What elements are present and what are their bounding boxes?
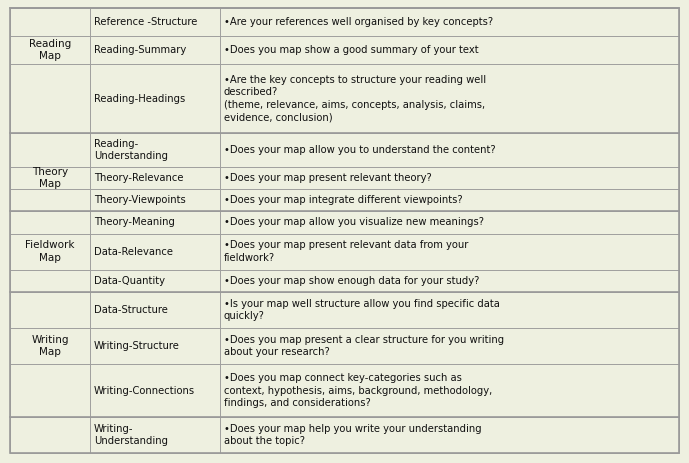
Bar (10, 133, 90, 167)
Text: Writing
Map: Writing Map (31, 335, 69, 357)
Bar (90, 270, 220, 292)
Text: Theory
Map: Theory Map (32, 167, 68, 189)
Bar (90, 328, 220, 364)
Bar (220, 417, 679, 453)
Text: •Does your map help you write your understanding
about the topic?: •Does your map help you write your under… (224, 424, 482, 446)
Text: •Does your map allow you visualize new meanings?: •Does your map allow you visualize new m… (224, 218, 484, 227)
Bar (10, 64, 90, 133)
Bar (10, 328, 90, 364)
Bar (10, 167, 90, 189)
Bar (90, 133, 220, 167)
Text: •Does your map show enough data for your study?: •Does your map show enough data for your… (224, 276, 480, 286)
Text: Reference -Structure: Reference -Structure (94, 17, 197, 27)
Bar (90, 36, 220, 64)
Bar (90, 212, 220, 233)
Text: •Does your map integrate different viewpoints?: •Does your map integrate different viewp… (224, 195, 462, 205)
Text: Data-Structure: Data-Structure (94, 305, 168, 315)
Bar (90, 417, 220, 453)
Bar (220, 233, 679, 270)
Text: •Does you map present a clear structure for you writing
about your research?: •Does you map present a clear structure … (224, 335, 504, 357)
Bar (220, 328, 679, 364)
Bar (220, 133, 679, 167)
Text: Reading-Headings: Reading-Headings (94, 94, 185, 104)
Text: •Are your references well organised by key concepts?: •Are your references well organised by k… (224, 17, 493, 27)
Bar (220, 8, 679, 36)
Bar (220, 189, 679, 212)
Text: •Does your map present relevant data from your
fieldwork?: •Does your map present relevant data fro… (224, 240, 469, 263)
Bar (10, 364, 90, 417)
Bar (220, 212, 679, 233)
Text: •Are the key concepts to structure your reading well
described?
(theme, relevanc: •Are the key concepts to structure your … (224, 75, 486, 122)
Bar (90, 167, 220, 189)
Bar (10, 270, 90, 292)
Bar (10, 8, 90, 36)
Text: Theory-Relevance: Theory-Relevance (94, 173, 183, 183)
Bar (10, 189, 90, 212)
Bar (10, 36, 90, 64)
Bar (220, 292, 679, 328)
Bar (220, 64, 679, 133)
Bar (10, 292, 90, 328)
Text: Writing-Structure: Writing-Structure (94, 341, 180, 351)
Bar (90, 64, 220, 133)
Text: Reading
Map: Reading Map (29, 39, 71, 62)
Text: Data-Quantity: Data-Quantity (94, 276, 165, 286)
Bar (220, 270, 679, 292)
Bar (90, 8, 220, 36)
Bar (220, 36, 679, 64)
Bar (220, 364, 679, 417)
Text: Data-Relevance: Data-Relevance (94, 247, 173, 257)
Text: •Does your map present relevant theory?: •Does your map present relevant theory? (224, 173, 432, 183)
Text: •Does your map allow you to understand the content?: •Does your map allow you to understand t… (224, 145, 495, 155)
Text: Reading-
Understanding: Reading- Understanding (94, 139, 168, 161)
Bar (90, 292, 220, 328)
Text: Writing-
Understanding: Writing- Understanding (94, 424, 168, 446)
Bar (90, 189, 220, 212)
Bar (10, 417, 90, 453)
Text: Theory-Viewpoints: Theory-Viewpoints (94, 195, 186, 205)
Text: Fieldwork
Map: Fieldwork Map (25, 240, 74, 263)
Bar (10, 8, 679, 453)
Text: •Is your map well structure allow you find specific data
quickly?: •Is your map well structure allow you fi… (224, 299, 500, 321)
Text: •Does you map connect key-categories such as
context, hypothesis, aims, backgrou: •Does you map connect key-categories suc… (224, 373, 492, 408)
Text: Writing-Connections: Writing-Connections (94, 386, 195, 395)
Text: •Does you map show a good summary of your text: •Does you map show a good summary of you… (224, 45, 479, 55)
Bar (90, 364, 220, 417)
Bar (10, 233, 90, 270)
Text: Reading-Summary: Reading-Summary (94, 45, 186, 55)
Bar (90, 233, 220, 270)
Text: Theory-Meaning: Theory-Meaning (94, 218, 175, 227)
Bar (10, 212, 90, 233)
Bar (220, 167, 679, 189)
